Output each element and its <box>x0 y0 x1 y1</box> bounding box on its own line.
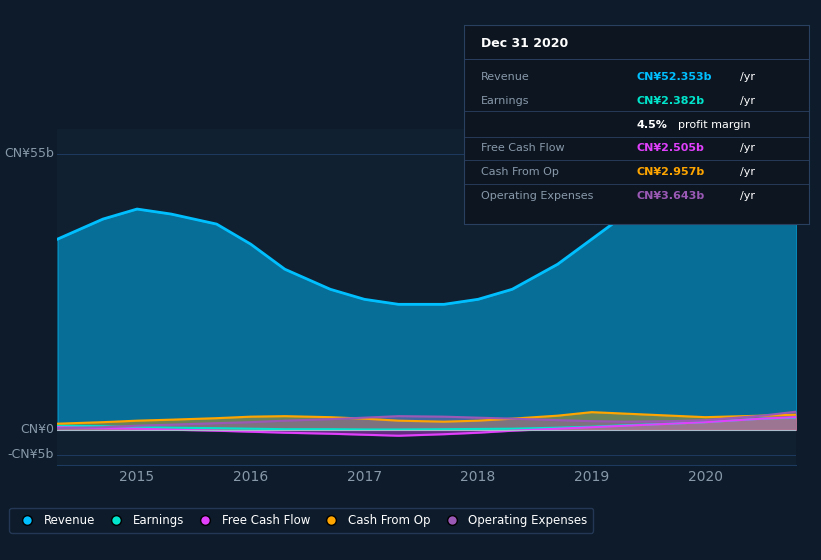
Text: Operating Expenses: Operating Expenses <box>481 191 594 201</box>
Text: /yr: /yr <box>740 167 754 178</box>
Text: CN¥3.643b: CN¥3.643b <box>636 191 704 201</box>
Text: 4.5%: 4.5% <box>636 120 667 129</box>
Text: /yr: /yr <box>740 72 754 82</box>
Text: Revenue: Revenue <box>481 72 530 82</box>
Text: CN¥52.353b: CN¥52.353b <box>636 72 712 82</box>
Text: Cash From Op: Cash From Op <box>481 167 559 178</box>
Legend: Revenue, Earnings, Free Cash Flow, Cash From Op, Operating Expenses: Revenue, Earnings, Free Cash Flow, Cash … <box>9 508 594 533</box>
Text: CN¥55b: CN¥55b <box>4 147 54 160</box>
Text: CN¥2.382b: CN¥2.382b <box>636 96 704 106</box>
Text: Earnings: Earnings <box>481 96 530 106</box>
Text: CN¥2.505b: CN¥2.505b <box>636 143 704 153</box>
Text: -CN¥5b: -CN¥5b <box>7 448 54 461</box>
Text: /yr: /yr <box>740 191 754 201</box>
Text: Free Cash Flow: Free Cash Flow <box>481 143 565 153</box>
Text: Dec 31 2020: Dec 31 2020 <box>481 36 568 50</box>
Text: /yr: /yr <box>740 143 754 153</box>
Text: /yr: /yr <box>740 96 754 106</box>
Text: CN¥0: CN¥0 <box>20 423 54 436</box>
Text: CN¥2.957b: CN¥2.957b <box>636 167 704 178</box>
Text: profit margin: profit margin <box>677 120 750 129</box>
